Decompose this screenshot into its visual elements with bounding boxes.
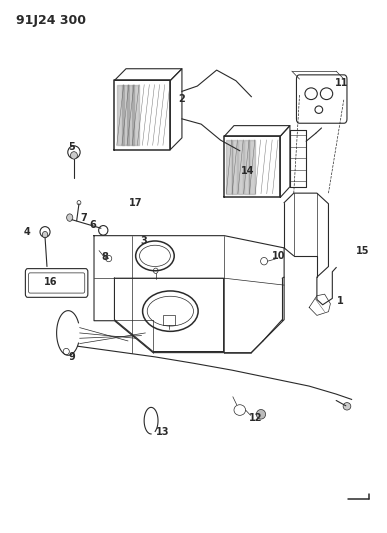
- Text: 4: 4: [24, 227, 30, 237]
- Text: 17: 17: [129, 198, 142, 208]
- Text: 5: 5: [68, 142, 75, 152]
- Text: 14: 14: [241, 166, 254, 176]
- Text: 13: 13: [156, 427, 170, 438]
- Ellipse shape: [42, 231, 48, 238]
- Ellipse shape: [67, 214, 73, 221]
- Text: 91J24 300: 91J24 300: [16, 14, 86, 27]
- Text: 9: 9: [68, 352, 75, 362]
- Text: 8: 8: [101, 252, 108, 262]
- Text: 15: 15: [356, 246, 370, 255]
- Text: 1: 1: [337, 296, 343, 306]
- Ellipse shape: [256, 409, 265, 419]
- Ellipse shape: [343, 402, 351, 410]
- Text: 11: 11: [335, 78, 349, 88]
- Text: 7: 7: [80, 213, 87, 223]
- Ellipse shape: [70, 152, 77, 159]
- Text: 6: 6: [90, 220, 97, 230]
- Text: 2: 2: [178, 94, 185, 104]
- Text: 16: 16: [44, 278, 58, 287]
- Text: 3: 3: [140, 236, 147, 246]
- Text: 10: 10: [272, 251, 285, 261]
- Text: 12: 12: [248, 413, 262, 423]
